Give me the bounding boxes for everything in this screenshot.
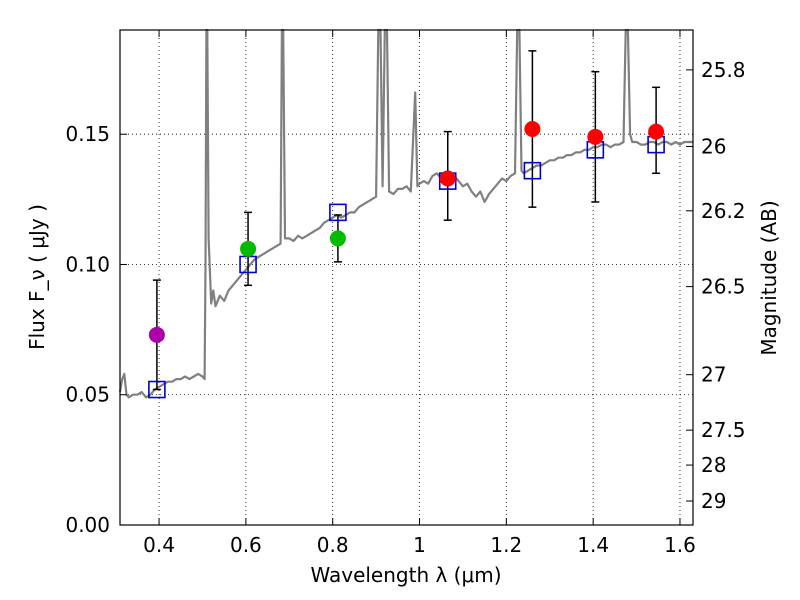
y-axis-label: Flux F_ν ( μJy ) bbox=[25, 204, 49, 350]
right-tick-label: 29 bbox=[701, 489, 726, 513]
x-tick-label: 1.2 bbox=[490, 533, 522, 557]
x-tick-label: 0.8 bbox=[317, 533, 349, 557]
y-tick-label: 0.05 bbox=[65, 383, 110, 407]
x-tick-label: 1.6 bbox=[664, 533, 696, 557]
y-right-axis-label: Magnitude (AB) bbox=[757, 200, 781, 355]
right-tick-label: 27 bbox=[701, 363, 726, 387]
right-tick-label: 25.8 bbox=[701, 58, 746, 82]
model-photometry-square bbox=[329, 203, 347, 222]
observed-flux-point bbox=[148, 326, 165, 343]
plot-frame bbox=[119, 29, 694, 526]
axis-ticks: 0.4 0.6 0.8 1 1.2 1.4 1.6 0.00 0.05 0.10 0.15 25.8 2… bbox=[65, 30, 746, 557]
model-photometry-square bbox=[148, 380, 166, 399]
right-tick-label: 26.2 bbox=[701, 199, 746, 223]
x-tick-label: 1 bbox=[413, 533, 426, 557]
x-tick-label: 1.4 bbox=[577, 533, 609, 557]
model-photometry-square bbox=[523, 161, 542, 180]
right-tick-label: 27.5 bbox=[701, 418, 746, 442]
y-tick-label: 0.10 bbox=[65, 252, 110, 276]
observed-flux-point bbox=[648, 123, 665, 140]
y-tick-label: 0.15 bbox=[65, 122, 110, 146]
x-tick-label: 0.6 bbox=[230, 533, 262, 557]
right-tick-label: 26 bbox=[701, 134, 726, 158]
observed-flux-point bbox=[240, 240, 257, 257]
x-axis-label: Wavelength λ (μm) bbox=[310, 563, 501, 587]
right-tick-label: 26.5 bbox=[701, 275, 746, 299]
y-tick-label: 0.00 bbox=[65, 513, 110, 537]
observed-flux-point bbox=[524, 121, 541, 137]
x-tick-label: 0.4 bbox=[143, 533, 175, 557]
observed-flux-point bbox=[329, 230, 346, 247]
observed-flux-point bbox=[587, 128, 604, 145]
right-tick-label: 28 bbox=[701, 453, 726, 477]
grid-lines bbox=[120, 30, 693, 526]
observed-flux-point bbox=[439, 170, 456, 187]
